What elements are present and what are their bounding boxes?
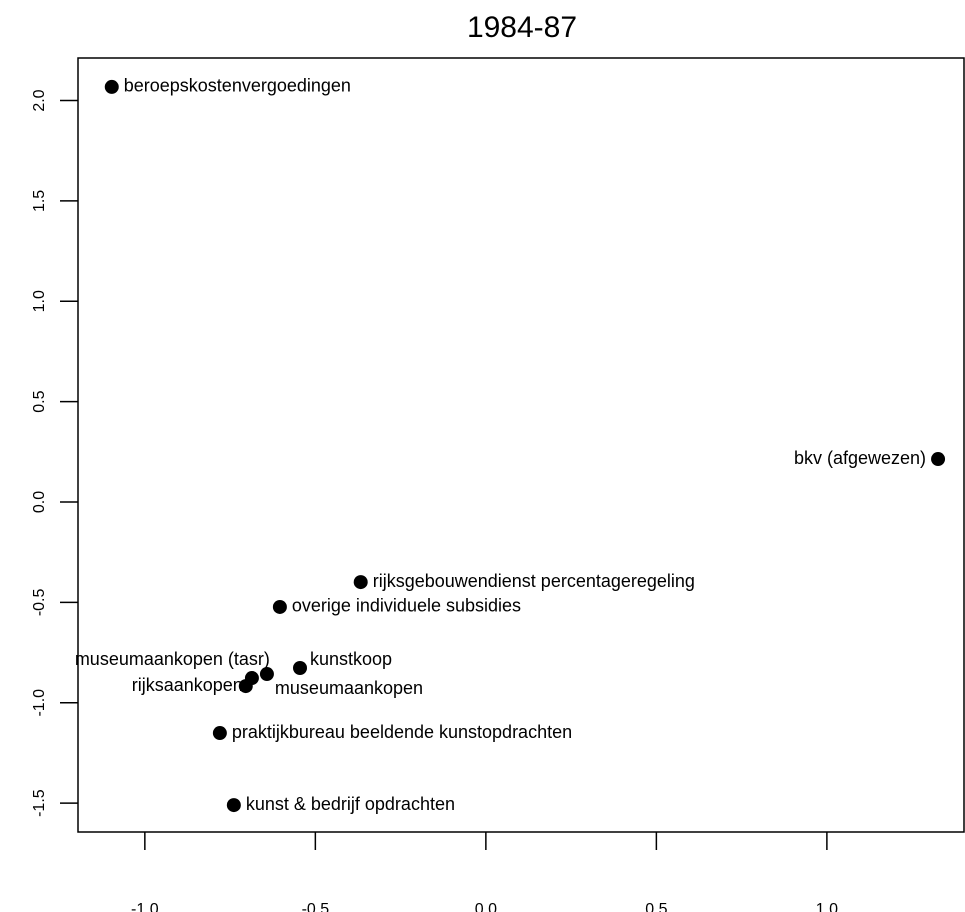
point-label: museumaankopen (tasr) [75,649,270,669]
x-tick-label: -0.5 [302,901,330,912]
point [212,726,227,741]
point [238,679,253,694]
point [293,661,308,676]
point [272,599,287,614]
point-label: rijksaankopen [132,675,243,695]
x-tick-label: 0.0 [475,901,497,912]
x-tick-label: 1.0 [816,901,838,912]
y-tick-label: 2.0 [31,89,48,111]
point [931,452,946,467]
y-tick-label: 1.0 [31,290,48,312]
point [226,798,241,813]
y-tick-label: -0.5 [31,588,48,616]
point-label: museumaankopen [275,678,423,698]
point [104,79,119,94]
x-tick-label: 0.5 [645,901,667,912]
y-tick-label: -1.0 [31,689,48,717]
point-label: bkv (afgewezen) [794,448,926,468]
point-label: kunstkoop [310,649,392,669]
y-tick-label: 0.5 [31,390,48,412]
y-tick-label: 0.0 [31,491,48,513]
x-tick-label: -1.0 [131,901,159,912]
point [353,575,368,590]
point-label: praktijkbureau beeldende kunstopdrachten [232,722,572,742]
plot-box [77,57,965,833]
point-label: beroepskostenvergoedingen [124,76,351,96]
y-tick-label: -1.5 [31,789,48,817]
point-label: overige individuele subsidies [292,596,521,616]
point [259,667,274,682]
y-tick-label: 1.5 [31,190,48,212]
point-label: rijksgebouwendienst percentageregeling [373,571,695,591]
chart-title: 1984-87 [467,11,577,44]
point-label: kunst & bedrijf opdrachten [246,794,455,814]
